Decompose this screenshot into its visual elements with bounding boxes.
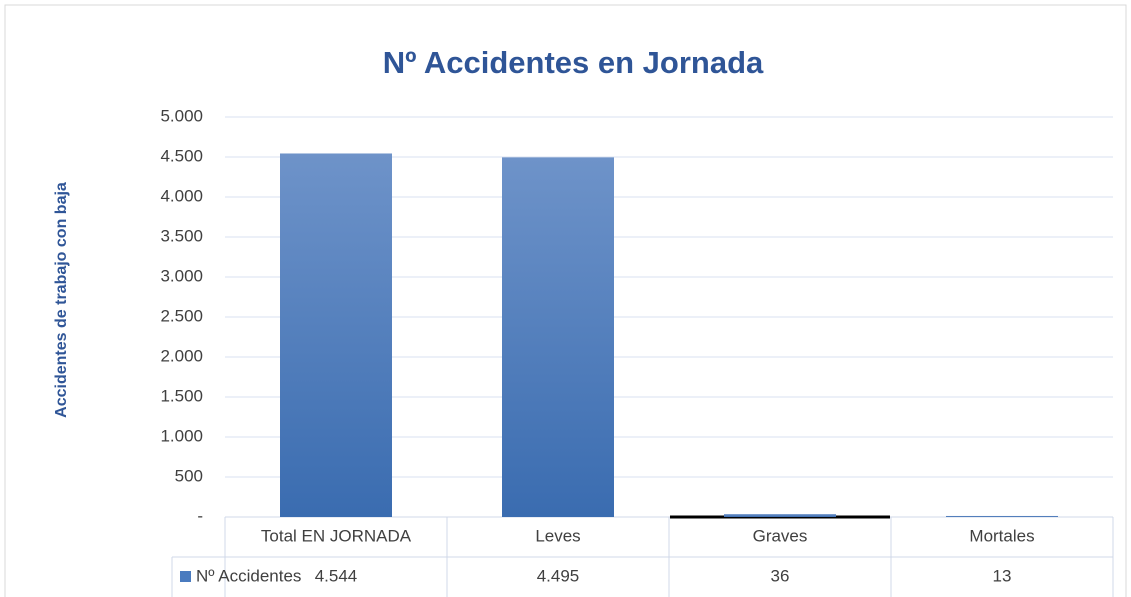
y-tick-label: 1.500	[160, 386, 203, 405]
y-tick-label: -	[197, 506, 203, 525]
y-tick-label: 2.500	[160, 306, 203, 325]
y-tick-label: 500	[175, 466, 203, 485]
x-tick-label: Graves	[753, 526, 808, 545]
chart-title: Nº Accidentes en Jornada	[383, 45, 764, 80]
x-tick-label: Mortales	[969, 526, 1034, 545]
legend-swatch	[180, 571, 191, 582]
bar	[946, 515, 1058, 517]
y-tick-label: 4.000	[160, 186, 203, 205]
y-tick-label: 4.500	[160, 146, 203, 165]
data-table-value: 4.544	[315, 566, 358, 585]
data-table-value: 36	[771, 566, 790, 585]
y-tick-label: 3.000	[160, 266, 203, 285]
data-table-value: 13	[993, 566, 1012, 585]
bar	[280, 153, 392, 518]
x-tick-label: Total EN JORNADA	[261, 526, 412, 545]
y-tick-label: 2.000	[160, 346, 203, 365]
bar	[502, 157, 614, 517]
legend-label: Nº Accidentes	[196, 566, 301, 585]
y-tick-label: 3.500	[160, 226, 203, 245]
y-tick-label: 1.000	[160, 426, 203, 445]
y-axis-label: Accidentes de trabajo con baja	[53, 182, 70, 418]
data-table-value: 4.495	[537, 566, 580, 585]
bar	[724, 514, 836, 517]
chart-border	[4, 4, 1127, 597]
y-tick-label: 5.000	[160, 106, 203, 125]
x-tick-label: Leves	[535, 526, 580, 545]
